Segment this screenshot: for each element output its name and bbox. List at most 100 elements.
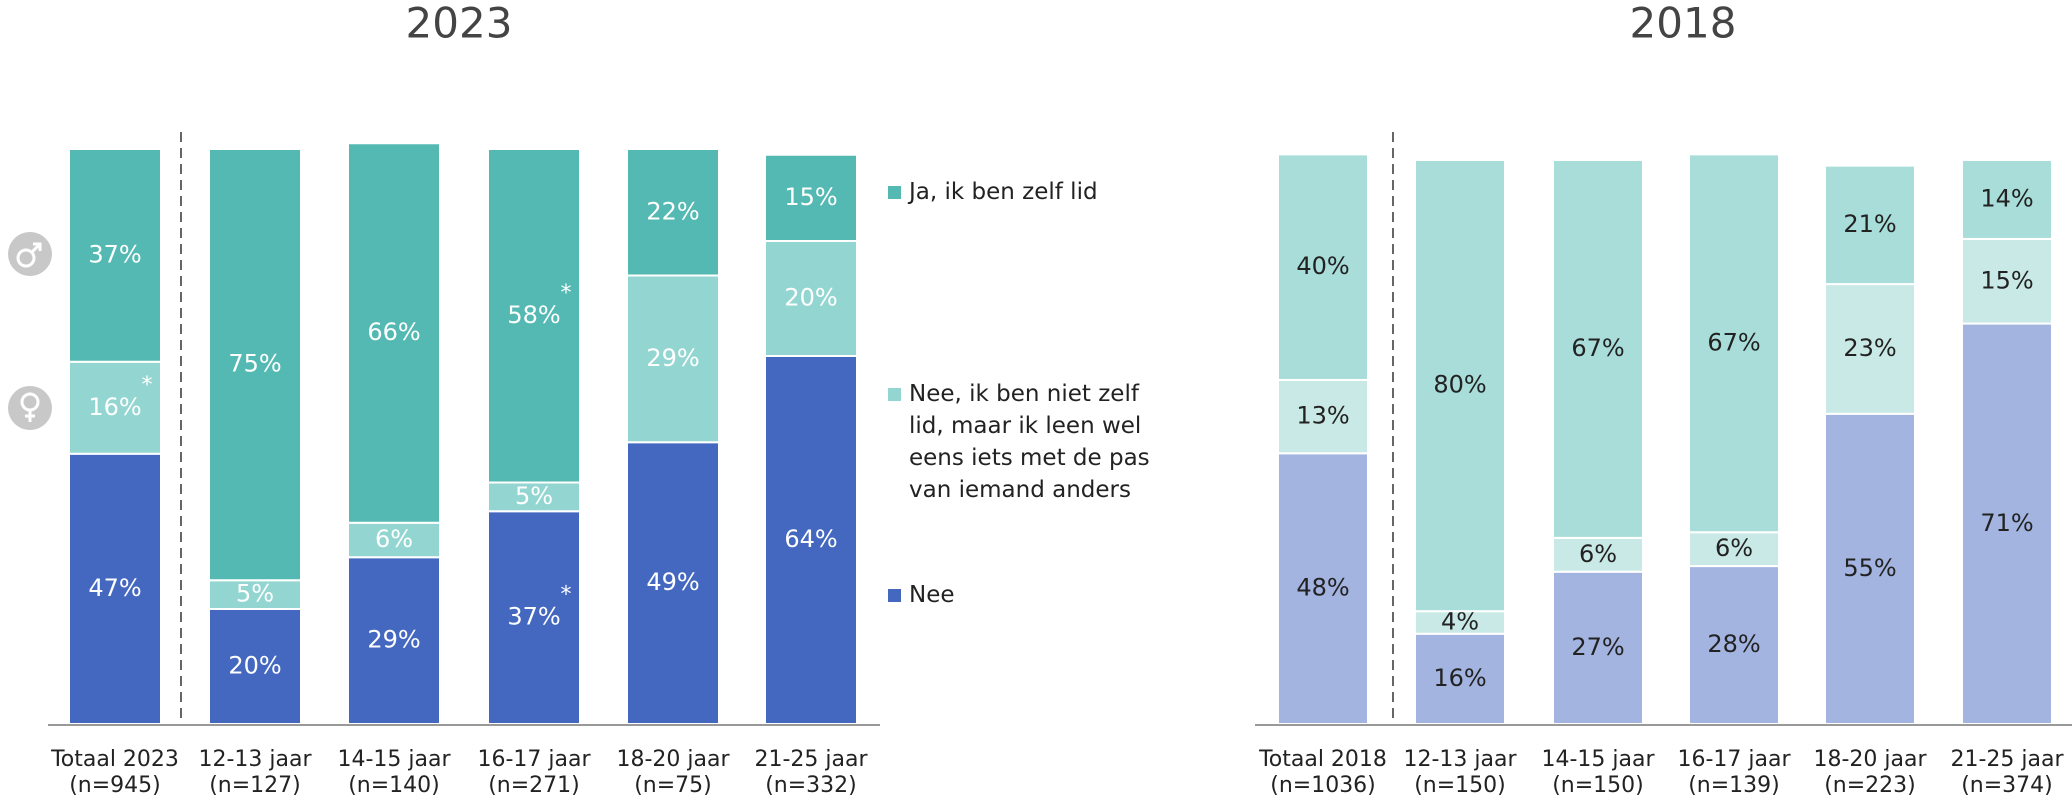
data-label: 71% — [1980, 509, 2033, 537]
data-label: 66% — [367, 318, 420, 346]
data-label: 20% — [784, 284, 837, 312]
bar-segment — [764, 240, 858, 357]
x-tick-label: 18-20 jaar — [616, 747, 730, 772]
data-label: 75% — [228, 350, 281, 378]
data-label: 5% — [236, 580, 274, 608]
bar-segment — [1824, 283, 1916, 415]
bar-segment — [208, 148, 302, 582]
male-icon — [8, 232, 52, 276]
data-label: 58% — [507, 301, 560, 329]
female-icon — [8, 386, 52, 430]
bar-segment — [347, 521, 441, 559]
chart-title: 2023 — [406, 0, 513, 48]
data-label: 55% — [1843, 554, 1896, 582]
sample-size: (n=139) — [1688, 773, 1780, 798]
data-label: 13% — [1296, 402, 1349, 430]
sample-size: (n=150) — [1552, 773, 1644, 798]
data-label: 23% — [1843, 334, 1896, 362]
data-label: 48% — [1296, 574, 1349, 602]
bar-segment — [1961, 159, 2053, 240]
data-label: 22% — [646, 197, 699, 225]
bar-segment — [1552, 159, 1644, 539]
data-label: 15% — [1980, 266, 2033, 294]
data-label: 67% — [1707, 328, 1760, 356]
sample-size: (n=374) — [1961, 773, 2053, 798]
bar-segment — [1961, 322, 2053, 725]
x-tick-label: 14-15 jaar — [1541, 747, 1655, 772]
x-tick-label: 18-20 jaar — [1813, 747, 1927, 772]
legend-label: Nee, ik ben niet zelf lid, maar ik leen … — [909, 381, 1150, 503]
bar-segment — [626, 274, 720, 444]
bar-segment — [487, 148, 581, 484]
sample-size: (n=75) — [634, 773, 712, 798]
legend-label: Ja, ik ben zelf lid — [909, 179, 1098, 205]
bar-segment — [764, 153, 858, 242]
annotation: * — [561, 583, 572, 608]
bar-segment — [487, 481, 581, 513]
bar-segment — [347, 556, 441, 725]
data-label: 37% — [88, 240, 141, 268]
legend-swatch — [888, 589, 901, 602]
bar-segment — [1552, 536, 1644, 573]
bar-segment — [1688, 153, 1780, 534]
bar-segment — [68, 360, 162, 455]
data-label: 6% — [1715, 534, 1753, 562]
bar-segment — [626, 148, 720, 277]
x-tick-label: 12-13 jaar — [198, 747, 312, 772]
sample-size: (n=945) — [69, 773, 161, 798]
bar-segment — [626, 441, 720, 725]
x-tick-label: 21-25 jaar — [754, 747, 868, 772]
bar-segment — [347, 142, 441, 524]
bar-segment — [68, 148, 162, 363]
data-label: 67% — [1571, 334, 1624, 362]
sample-size: (n=223) — [1824, 773, 1916, 798]
annotation: * — [561, 281, 572, 306]
chart-title: 2018 — [1630, 0, 1737, 48]
sample-size: (n=140) — [348, 773, 440, 798]
data-label: 16% — [1433, 664, 1486, 692]
bar-segment — [1961, 237, 2053, 325]
data-label: 40% — [1296, 252, 1349, 280]
x-tick-label: Totaal 2018 — [1258, 747, 1387, 772]
sample-size: (n=271) — [488, 773, 580, 798]
bar-segment — [1688, 565, 1780, 726]
sample-size: (n=150) — [1414, 773, 1506, 798]
data-label: 5% — [515, 482, 553, 510]
legend-swatch — [888, 388, 901, 401]
data-label: 49% — [646, 568, 699, 596]
sample-size: (n=332) — [765, 773, 857, 798]
bar-segment — [487, 510, 581, 725]
annotation: * — [142, 373, 153, 398]
bar-segment — [68, 452, 162, 725]
data-label: 16% — [88, 393, 141, 421]
data-label: 64% — [784, 525, 837, 553]
data-label: 47% — [88, 574, 141, 602]
x-tick-label: Totaal 2023 — [50, 747, 179, 772]
data-label: 37% — [507, 603, 560, 631]
sample-size: (n=127) — [209, 773, 301, 798]
bar-segment — [1552, 570, 1644, 725]
bar-segment — [764, 355, 858, 725]
data-label: 29% — [367, 626, 420, 654]
data-label: 27% — [1571, 633, 1624, 661]
data-label: 14% — [1980, 184, 2033, 212]
legend-label: Nee — [909, 582, 955, 608]
x-tick-label: 16-17 jaar — [1677, 747, 1791, 772]
x-tick-label: 12-13 jaar — [1403, 747, 1517, 772]
bar-segment — [1277, 153, 1369, 381]
bar-segment — [1824, 164, 1916, 286]
x-tick-label: 16-17 jaar — [477, 747, 591, 772]
data-label: 29% — [646, 344, 699, 372]
data-label: 80% — [1433, 371, 1486, 399]
data-label: 20% — [228, 652, 281, 680]
x-tick-label: 14-15 jaar — [337, 747, 451, 772]
data-label: 21% — [1843, 210, 1896, 238]
bar-segment — [1414, 159, 1506, 613]
data-label: 28% — [1707, 630, 1760, 658]
bar-segment — [208, 579, 302, 610]
legend-swatch — [888, 186, 901, 199]
sample-size: (n=1036) — [1270, 773, 1376, 798]
data-label: 6% — [375, 525, 413, 553]
